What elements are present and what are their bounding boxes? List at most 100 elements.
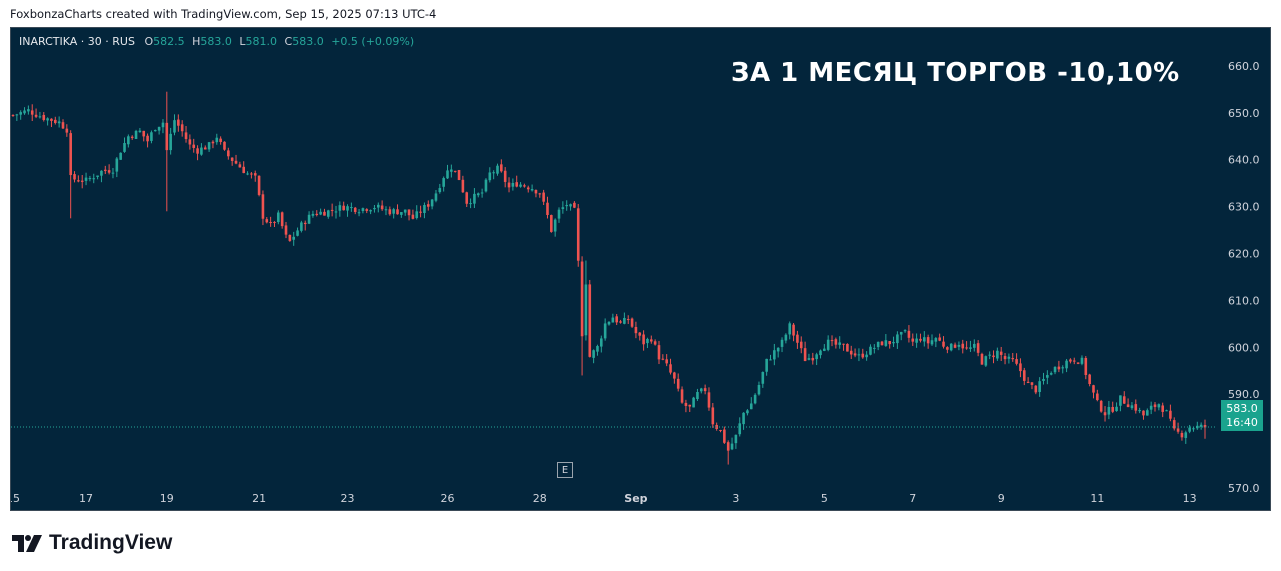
candle-body [780,339,784,347]
candle-body [573,202,576,208]
candle-body [707,392,711,408]
candle-body [127,136,130,145]
candle-body [1184,432,1188,438]
chart-panel[interactable]: 660.0 650.0 640.0 630.0 620.0 610.0 600.0 590.0… [10,27,1271,511]
candle-body [230,157,234,161]
candle-body [46,118,49,121]
candle-body [265,219,269,223]
candle-body [838,342,842,345]
candle-body [73,174,76,180]
candle-body [238,164,242,168]
candle-body [673,372,676,379]
candle-body [350,207,353,209]
headline-annotation: ЗА 1 МЕСЯЦ ТОРГОВ -10,10% [731,58,1180,88]
candle-body [96,175,99,177]
candle-body [323,211,326,216]
candle-body [1057,366,1061,370]
candle-body [292,236,295,240]
candle-body [15,114,19,116]
last-price-tag: 583.0 16:40 [1221,400,1263,431]
candle-body [773,350,776,360]
tradingview-brand-text: TradingView [49,531,173,554]
candle-body [1188,427,1191,432]
candle-body [680,389,684,403]
candle-body [1038,381,1041,392]
bar-countdown: 16:40 [1226,416,1258,429]
candle-body [134,130,138,139]
x-tick-label: 21 [252,492,266,505]
candle-body [142,130,146,137]
candle-body [734,434,738,444]
candle-body [1003,356,1007,360]
candle-body [61,122,65,129]
candle-body [1138,410,1141,412]
candle-body [27,109,30,112]
candle-body [576,208,580,261]
candle-body [815,354,818,360]
candle-body [1019,363,1022,372]
candle-body [665,359,668,364]
candle-body [480,192,484,194]
candle-body [380,205,384,210]
candle-body [903,330,907,332]
candle-body [688,404,692,407]
candle-body [749,403,753,410]
candle-body [296,230,299,236]
candle-body [738,423,742,435]
candle-body [992,355,995,358]
candle-body [165,122,169,151]
candle-body [500,164,503,172]
candle-body [557,209,561,219]
candle-body [753,394,757,404]
candle-body [1172,420,1176,429]
x-tick-label: 26 [441,492,455,505]
candle-body [842,343,845,345]
candle-body [742,412,745,425]
y-tick-label: 660.0 [1228,60,1260,73]
candle-body [92,178,96,180]
candle-body [1099,400,1103,412]
candle-body [1015,359,1018,364]
candle-body [669,364,672,373]
candle-body [300,222,303,231]
open-value: 582.5 [153,35,185,48]
candle-body [711,407,715,425]
candlestick-chart[interactable]: 660.0 650.0 640.0 630.0 620.0 610.0 600.0 590.0… [11,28,1270,510]
candle-body [580,261,584,337]
candle-body [376,204,380,208]
candle-body [788,323,792,335]
candle-body [1180,432,1184,438]
candle-body [411,214,415,219]
candle-body [1076,362,1080,364]
candle-body [661,358,665,360]
candle-body [103,169,107,171]
candle-body [1107,406,1111,415]
candle-body [423,205,426,214]
candle-body [853,353,857,356]
candle-body [130,136,134,138]
candle-body [192,144,196,148]
candle-body [1157,404,1161,408]
candle-body [684,402,688,407]
candle-body [315,213,319,215]
candle-body [1049,373,1053,375]
candle-body [615,316,618,323]
candle-body [942,341,945,347]
symbol-legend[interactable]: INARCTIKA · 30 · RUS O582.5 H583.0 L581.… [19,35,414,48]
candle-body [415,211,419,219]
candle-body [19,112,22,115]
symbol-label[interactable]: INARCTIKA · 30 · RUS [19,35,135,48]
candle-body [534,189,538,194]
candle-body [626,319,630,321]
tradingview-logo[interactable]: TradingView [12,531,172,555]
candle-body [253,173,257,176]
candle-body [507,182,511,188]
candle-body [976,343,980,353]
candle-body [146,135,149,142]
earnings-event-icon[interactable]: E [557,462,573,478]
candle-body [250,173,253,175]
candle-body [938,337,941,341]
candle-body [811,357,815,361]
candle-body [561,207,565,209]
candle-body [384,209,388,211]
